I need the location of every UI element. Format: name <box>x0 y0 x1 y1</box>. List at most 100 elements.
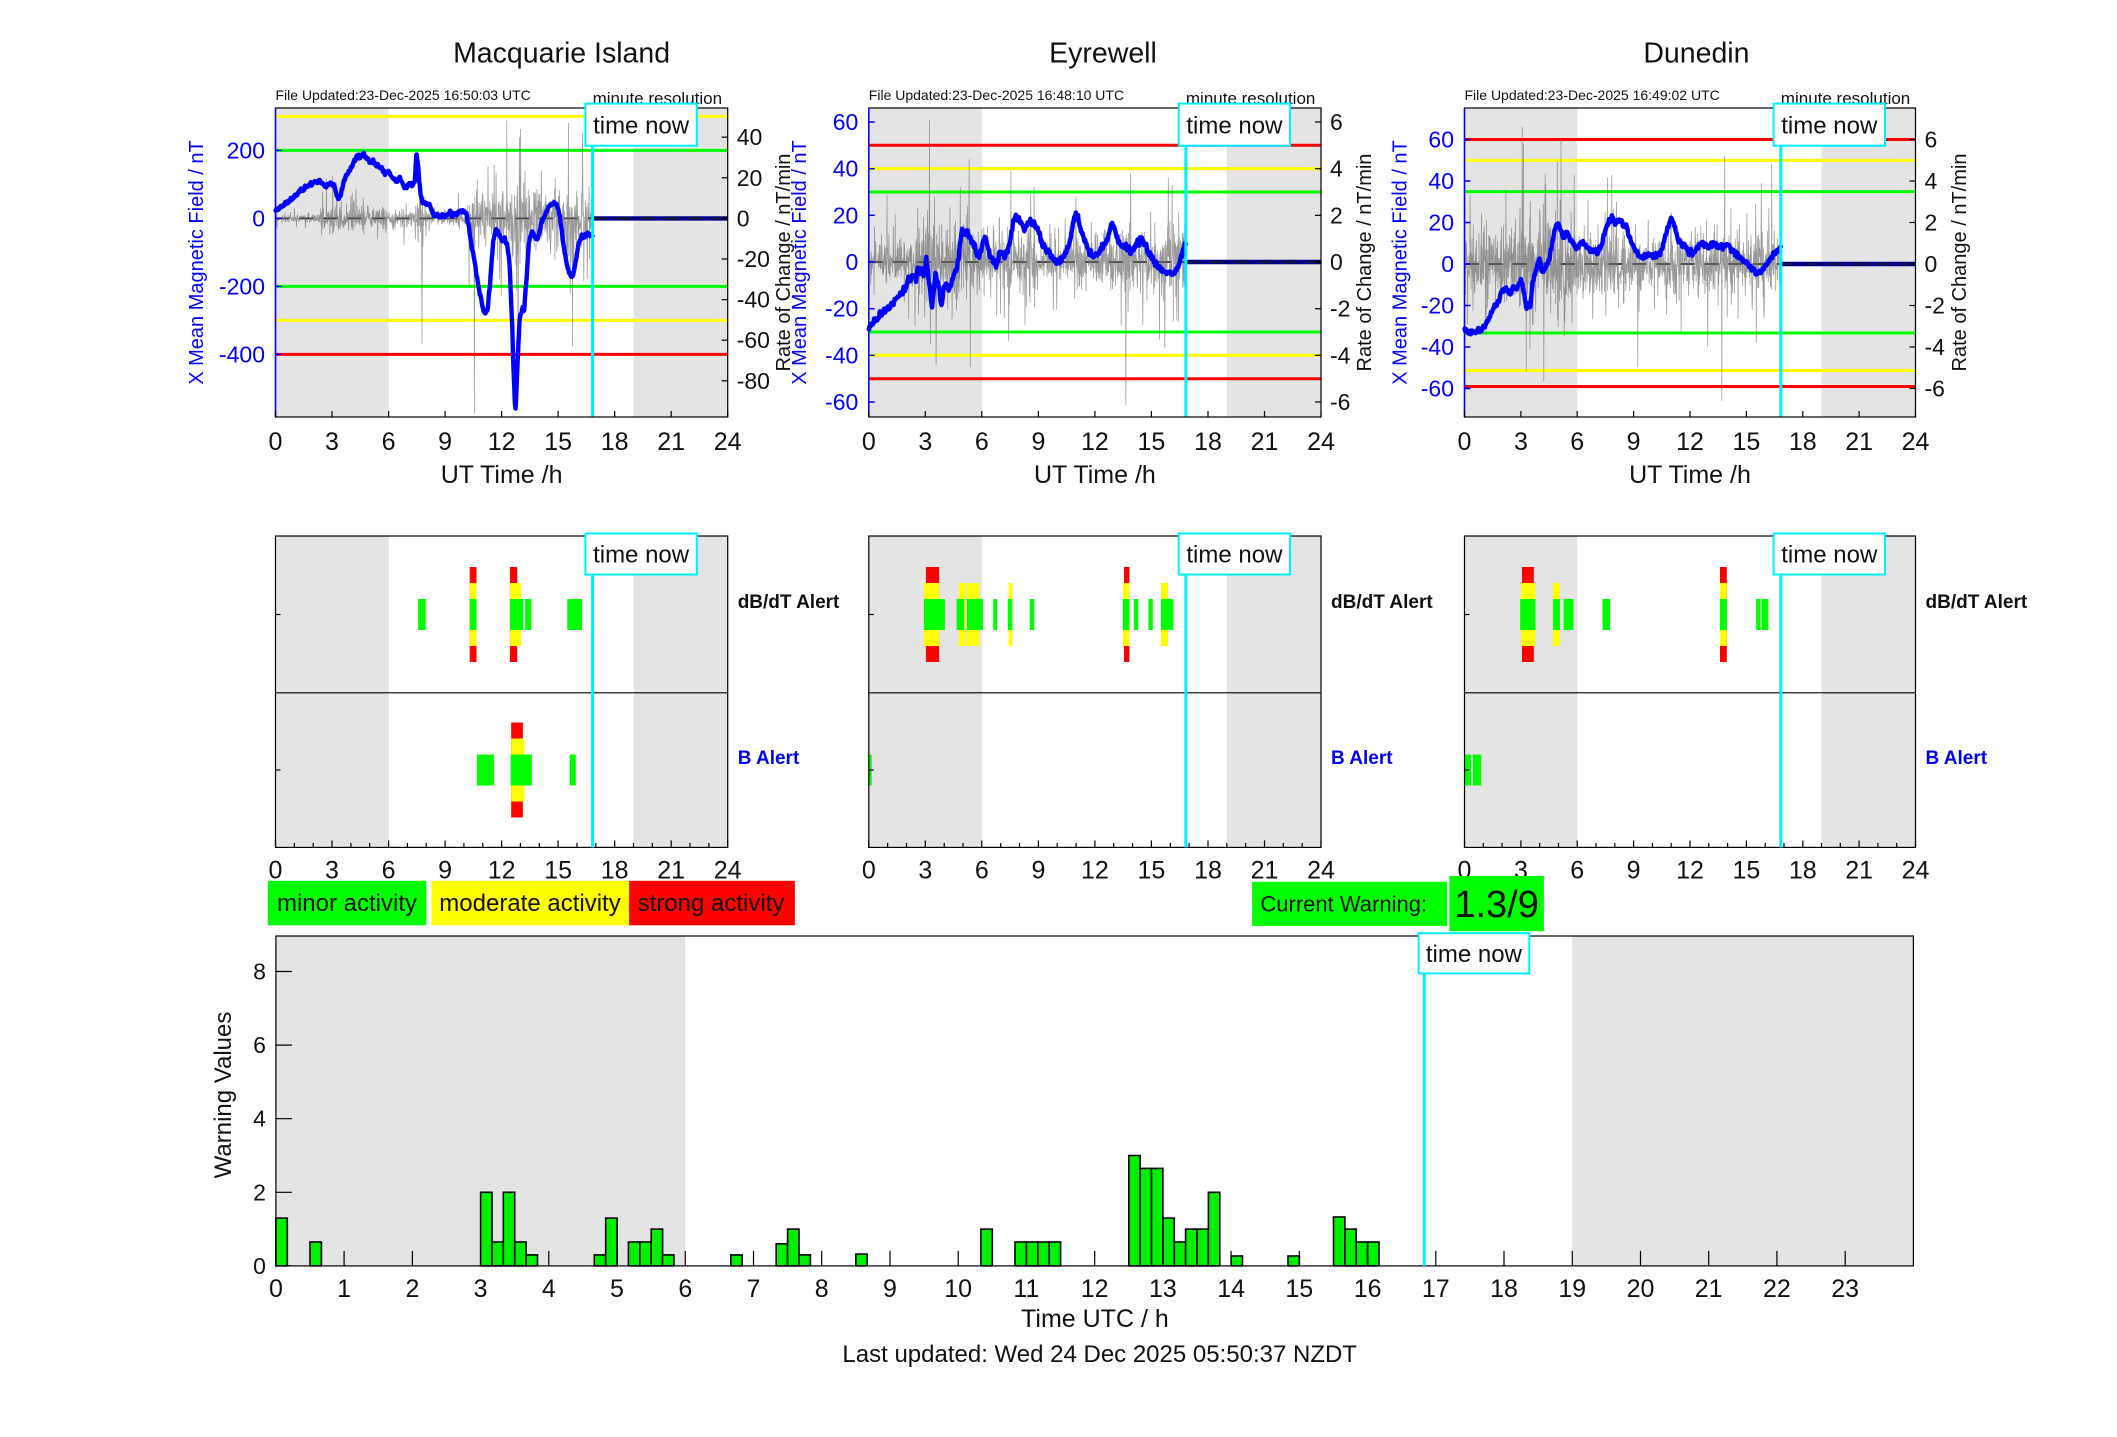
svg-text:0: 0 <box>862 857 876 885</box>
svg-text:20: 20 <box>1627 1275 1655 1303</box>
svg-text:15: 15 <box>1137 857 1165 885</box>
svg-text:11: 11 <box>1013 1275 1039 1303</box>
svg-text:0: 0 <box>269 857 283 885</box>
svg-text:15: 15 <box>1285 1275 1313 1303</box>
svg-text:3: 3 <box>474 1275 488 1303</box>
svg-text:18: 18 <box>601 857 629 885</box>
svg-text:UT Time /h: UT Time /h <box>1034 461 1156 489</box>
svg-text:0: 0 <box>1925 251 1938 277</box>
svg-text:15: 15 <box>1137 428 1165 456</box>
svg-text:12: 12 <box>1081 857 1109 885</box>
svg-text:9: 9 <box>438 428 452 456</box>
svg-text:6: 6 <box>253 1032 266 1058</box>
svg-text:-60: -60 <box>825 389 858 415</box>
svg-text:10: 10 <box>944 1275 972 1303</box>
svg-text:X Mean Magnetic Field / nT: X Mean Magnetic Field / nT <box>1390 140 1412 385</box>
svg-text:20: 20 <box>1428 210 1454 236</box>
svg-text:12: 12 <box>1081 428 1109 456</box>
svg-text:4: 4 <box>253 1106 266 1132</box>
svg-text:12: 12 <box>1676 428 1704 456</box>
svg-text:-20: -20 <box>825 296 858 322</box>
svg-text:20: 20 <box>737 165 763 191</box>
svg-text:21: 21 <box>1695 1275 1723 1303</box>
svg-text:Time UTC / h: Time UTC / h <box>1021 1305 1169 1333</box>
svg-text:Rate of Change / nT/min: Rate of Change / nT/min <box>1949 154 1971 372</box>
svg-text:0: 0 <box>253 1253 266 1279</box>
svg-text:6: 6 <box>975 857 989 885</box>
svg-text:X Mean Magnetic Field / nT: X Mean Magnetic Field / nT <box>186 140 208 385</box>
svg-text:2: 2 <box>405 1275 419 1303</box>
svg-text:9: 9 <box>438 857 452 885</box>
svg-text:Warning Values: Warning Values <box>210 1012 237 1179</box>
svg-text:File Updated:23-Dec-2025 16:48: File Updated:23-Dec-2025 16:48:10 UTC <box>869 87 1124 103</box>
svg-text:5: 5 <box>610 1275 624 1303</box>
svg-text:6: 6 <box>382 857 396 885</box>
svg-text:time now: time now <box>1781 542 1878 569</box>
svg-text:40: 40 <box>833 156 859 182</box>
svg-text:Current Warning:: Current Warning: <box>1260 892 1427 917</box>
svg-text:22: 22 <box>1763 1275 1791 1303</box>
svg-text:1.3/9: 1.3/9 <box>1454 884 1539 926</box>
svg-text:6: 6 <box>975 428 989 456</box>
svg-text:18: 18 <box>1194 857 1222 885</box>
svg-text:12: 12 <box>1676 857 1704 885</box>
svg-text:-60: -60 <box>737 327 770 353</box>
svg-text:15: 15 <box>544 428 572 456</box>
svg-text:2: 2 <box>1925 210 1938 236</box>
svg-text:24: 24 <box>1902 428 1930 456</box>
svg-text:16: 16 <box>1354 1275 1382 1303</box>
svg-text:18: 18 <box>601 428 629 456</box>
svg-text:moderate activity: moderate activity <box>439 890 620 917</box>
svg-text:File Updated:23-Dec-2025 16:49: File Updated:23-Dec-2025 16:49:02 UTC <box>1465 87 1720 103</box>
svg-text:-80: -80 <box>737 368 770 394</box>
svg-text:0: 0 <box>846 249 859 275</box>
svg-text:3: 3 <box>918 428 932 456</box>
svg-text:-20: -20 <box>1421 293 1454 319</box>
svg-text:9: 9 <box>1627 428 1641 456</box>
svg-text:14: 14 <box>1217 1275 1245 1303</box>
svg-text:File Updated:23-Dec-2025 16:50: File Updated:23-Dec-2025 16:50:03 UTC <box>276 87 531 103</box>
svg-text:B Alert: B Alert <box>1331 748 1393 769</box>
svg-text:24: 24 <box>714 428 742 456</box>
svg-text:8: 8 <box>815 1275 829 1303</box>
svg-text:-2: -2 <box>1925 293 1945 319</box>
svg-text:21: 21 <box>1845 428 1873 456</box>
svg-text:-20: -20 <box>737 246 770 272</box>
svg-text:21: 21 <box>657 428 685 456</box>
svg-text:dB/dT Alert: dB/dT Alert <box>738 592 840 613</box>
svg-text:strong activity: strong activity <box>638 890 785 917</box>
svg-text:9: 9 <box>1627 857 1641 885</box>
svg-text:0: 0 <box>252 205 265 231</box>
svg-text:time now: time now <box>593 113 690 140</box>
svg-text:18: 18 <box>1789 428 1817 456</box>
svg-text:23: 23 <box>1831 1275 1859 1303</box>
svg-text:-4: -4 <box>1925 334 1946 360</box>
svg-text:24: 24 <box>1902 857 1930 885</box>
svg-text:12: 12 <box>488 857 516 885</box>
svg-text:6: 6 <box>1330 109 1343 135</box>
svg-text:200: 200 <box>227 137 265 163</box>
svg-text:3: 3 <box>1514 428 1528 456</box>
svg-text:0: 0 <box>862 428 876 456</box>
svg-text:4: 4 <box>542 1275 556 1303</box>
svg-text:7: 7 <box>747 1275 761 1303</box>
svg-text:3: 3 <box>325 857 339 885</box>
svg-text:X Mean Magnetic Field / nT: X Mean Magnetic Field / nT <box>789 140 811 385</box>
svg-text:60: 60 <box>1428 127 1454 153</box>
svg-text:Macquarie Island: Macquarie Island <box>453 38 670 70</box>
svg-text:time now: time now <box>1781 113 1878 140</box>
svg-text:19: 19 <box>1558 1275 1586 1303</box>
svg-text:Dunedin: Dunedin <box>1643 38 1749 70</box>
svg-text:18: 18 <box>1789 857 1817 885</box>
svg-text:time now: time now <box>1186 542 1283 569</box>
svg-text:time now: time now <box>1186 113 1283 140</box>
svg-text:0: 0 <box>1330 249 1343 275</box>
svg-text:UT Time /h: UT Time /h <box>1629 461 1751 489</box>
svg-text:-4: -4 <box>1330 342 1351 368</box>
svg-text:17: 17 <box>1422 1275 1450 1303</box>
svg-text:40: 40 <box>737 124 763 150</box>
svg-text:0: 0 <box>737 205 750 231</box>
svg-text:Rate of Change / nT/min: Rate of Change / nT/min <box>773 154 795 372</box>
svg-text:-60: -60 <box>1421 376 1454 402</box>
svg-text:-400: -400 <box>219 341 265 367</box>
